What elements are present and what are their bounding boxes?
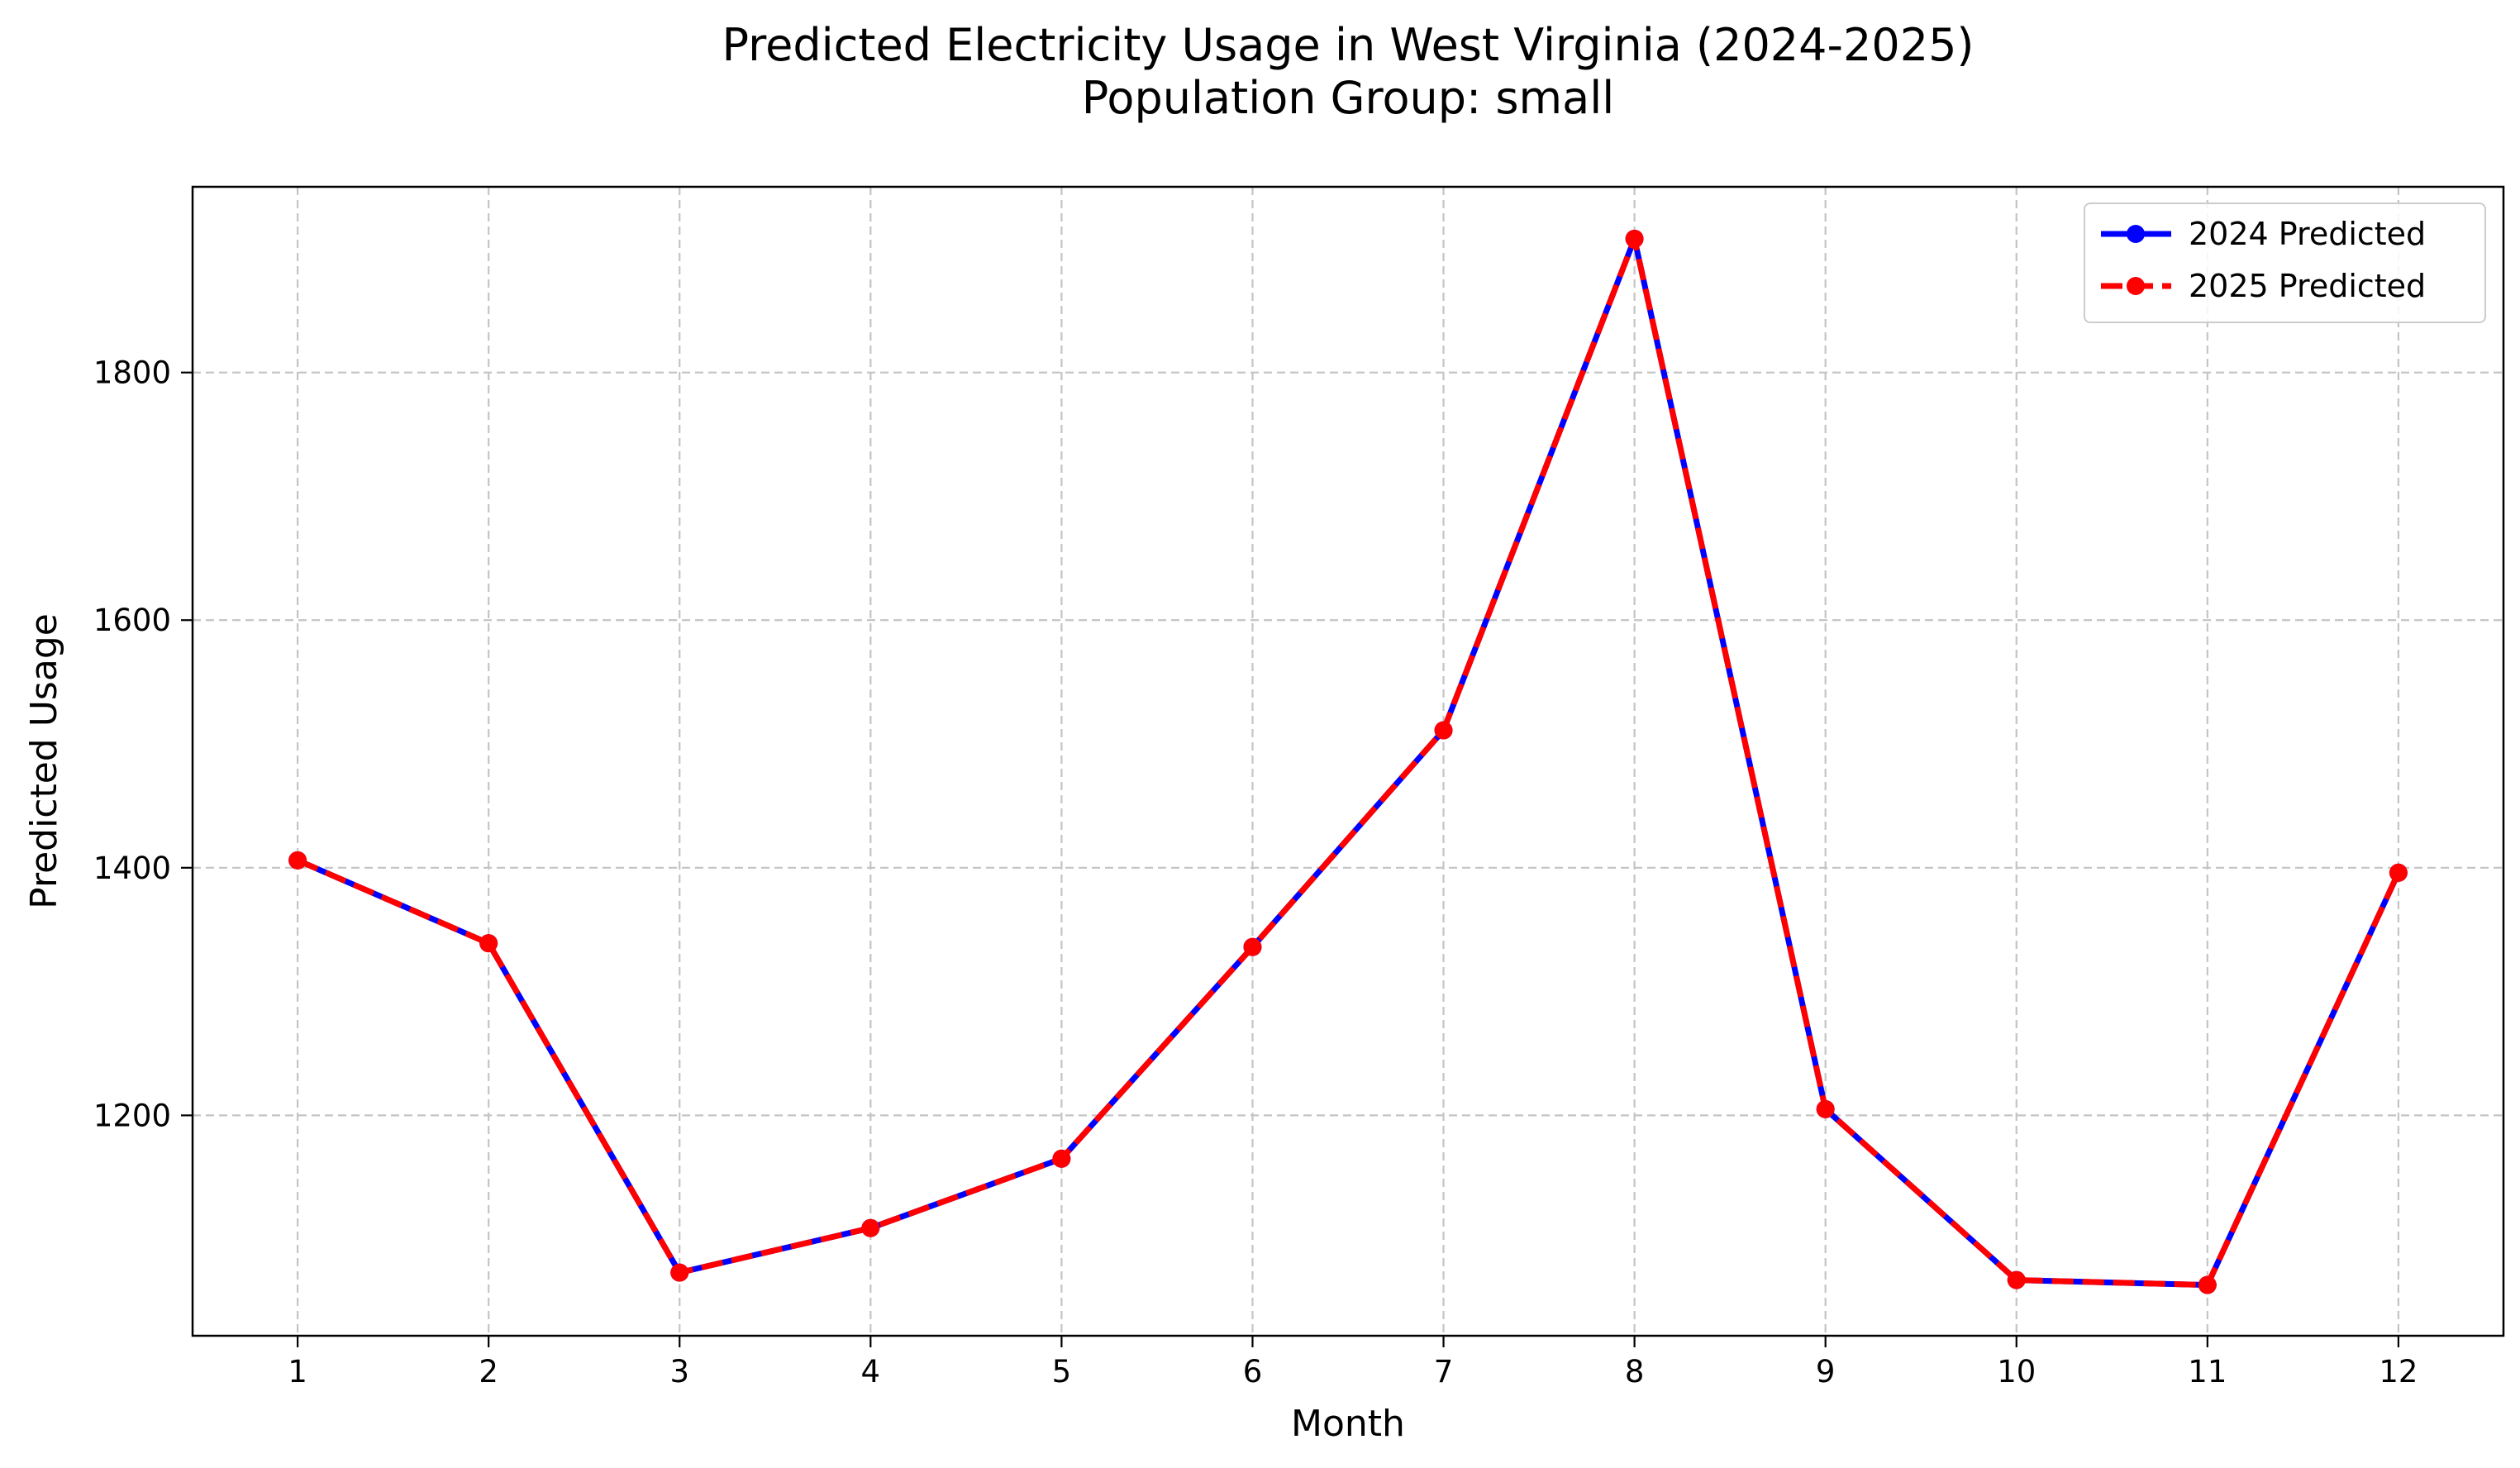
x-tick-label: 6 bbox=[1243, 1354, 1263, 1389]
legend-swatch-marker bbox=[2127, 225, 2145, 243]
grid-lines bbox=[193, 187, 2503, 1336]
data-point bbox=[1243, 937, 1262, 956]
data-point bbox=[2198, 1275, 2217, 1294]
data-point bbox=[861, 1218, 880, 1237]
y-tick-label: 1800 bbox=[93, 355, 171, 391]
legend-entry: 2025 Predicted bbox=[2101, 268, 2426, 304]
legend-label: 2025 Predicted bbox=[2189, 268, 2426, 304]
legend: 2024 Predicted 2025 Predicted bbox=[2084, 203, 2486, 323]
x-tick-label: 12 bbox=[2379, 1354, 2418, 1389]
x-tick-label: 3 bbox=[669, 1354, 689, 1389]
legend-swatch-marker bbox=[2127, 277, 2145, 295]
legend-entry: 2024 Predicted bbox=[2101, 216, 2426, 252]
x-tick-label: 11 bbox=[2188, 1354, 2227, 1389]
chart-title: Predicted Electricity Usage in West Virg… bbox=[722, 19, 1974, 71]
y-tick-label: 1400 bbox=[93, 851, 171, 886]
x-tick-label: 2 bbox=[479, 1354, 498, 1389]
data-point bbox=[288, 851, 307, 870]
data-point bbox=[479, 934, 498, 953]
series-lines bbox=[288, 229, 2408, 1294]
x-tick-label: 4 bbox=[861, 1354, 881, 1389]
plot-area-frame bbox=[191, 185, 2505, 1337]
series-2 bbox=[288, 229, 2408, 1294]
data-point bbox=[1816, 1099, 1835, 1118]
data-point bbox=[1434, 721, 1453, 740]
data-point bbox=[1052, 1149, 1071, 1168]
x-tick-label: 8 bbox=[1625, 1354, 1645, 1389]
data-point bbox=[2007, 1270, 2026, 1289]
chart-subtitle: Population Group: small bbox=[1082, 72, 1614, 124]
y-axis-label: Predicted Usage bbox=[23, 613, 65, 909]
x-tick-label: 7 bbox=[1434, 1354, 1454, 1389]
x-tick-label: 9 bbox=[1816, 1354, 1836, 1389]
legend-box bbox=[2084, 203, 2486, 323]
x-tick-label: 5 bbox=[1052, 1354, 1072, 1389]
data-point bbox=[2389, 863, 2408, 882]
y-tick-label: 1600 bbox=[93, 603, 171, 638]
x-tick-label: 1 bbox=[288, 1354, 307, 1389]
x-axis-label: Month bbox=[1291, 1403, 1405, 1445]
y-tick-label: 1200 bbox=[93, 1098, 171, 1133]
x-tick-label: 10 bbox=[1997, 1354, 2036, 1389]
series-line bbox=[296, 236, 2402, 1289]
legend-label: 2024 Predicted bbox=[2189, 216, 2426, 252]
data-point bbox=[670, 1263, 689, 1282]
data-point bbox=[1625, 229, 1644, 248]
